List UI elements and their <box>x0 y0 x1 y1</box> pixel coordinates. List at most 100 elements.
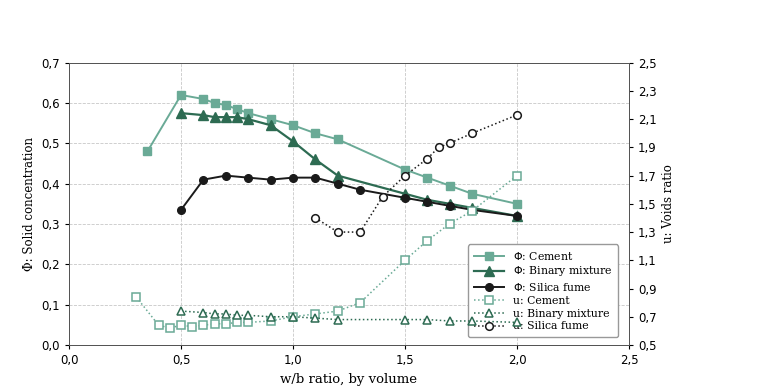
u: Silica fume: (1.8, 2): Silica fume: (1.8, 2) <box>468 131 477 136</box>
u: Silica fume: (2, 2.13): Silica fume: (2, 2.13) <box>512 113 522 117</box>
u: Cement: (0.45, 0.62): Cement: (0.45, 0.62) <box>165 326 174 330</box>
$\Phi$: Cement: (0.35, 0.48): Cement: (0.35, 0.48) <box>143 149 152 154</box>
$\Phi$: Silica fume: (2, 0.32): Silica fume: (2, 0.32) <box>512 214 522 218</box>
u: Binary mixture: (1.1, 0.69): Binary mixture: (1.1, 0.69) <box>311 316 320 321</box>
u: Cement: (0.6, 0.64): Cement: (0.6, 0.64) <box>199 323 208 328</box>
$\Phi$: Binary mixture: (0.7, 0.565): Binary mixture: (0.7, 0.565) <box>221 115 230 120</box>
u: Binary mixture: (2, 0.66): Binary mixture: (2, 0.66) <box>512 320 522 325</box>
$\Phi$: Cement: (1.1, 0.525): Cement: (1.1, 0.525) <box>311 131 320 136</box>
u: Cement: (0.3, 0.84): Cement: (0.3, 0.84) <box>132 295 141 299</box>
u: Cement: (0.75, 0.66): Cement: (0.75, 0.66) <box>232 320 242 325</box>
Line: u: Binary mixture: u: Binary mixture <box>177 307 521 327</box>
Line: u: Cement: u: Cement <box>133 172 521 332</box>
Line: u: Silica fume: u: Silica fume <box>311 111 521 236</box>
$\Phi$: Binary mixture: (1.5, 0.375): Binary mixture: (1.5, 0.375) <box>400 191 410 196</box>
u: Binary mixture: (0.65, 0.72): Binary mixture: (0.65, 0.72) <box>210 312 219 316</box>
u: Cement: (0.8, 0.66): Cement: (0.8, 0.66) <box>244 320 253 325</box>
$\Phi$: Binary mixture: (1.6, 0.36): Binary mixture: (1.6, 0.36) <box>423 198 432 202</box>
$\Phi$: Binary mixture: (1.1, 0.46): Binary mixture: (1.1, 0.46) <box>311 157 320 162</box>
u: Silica fume: (1.1, 1.4): Silica fume: (1.1, 1.4) <box>311 216 320 220</box>
$\Phi$: Binary mixture: (1.8, 0.34): Binary mixture: (1.8, 0.34) <box>468 205 477 210</box>
$\Phi$: Silica fume: (1.8, 0.335): Silica fume: (1.8, 0.335) <box>468 207 477 212</box>
$\Phi$: Binary mixture: (0.5, 0.575): Binary mixture: (0.5, 0.575) <box>176 111 186 116</box>
$\Phi$: Silica fume: (1.1, 0.415): Silica fume: (1.1, 0.415) <box>311 175 320 180</box>
u: Silica fume: (1.5, 1.7): Silica fume: (1.5, 1.7) <box>400 173 410 178</box>
Text: Figure 4 – Voids ratio and solid concentration of the produced pastes: Figure 4 – Voids ratio and solid concent… <box>100 20 667 34</box>
u: Cement: (1, 0.7): Cement: (1, 0.7) <box>288 314 298 319</box>
$\Phi$: Binary mixture: (0.9, 0.545): Binary mixture: (0.9, 0.545) <box>266 123 275 127</box>
u: Silica fume: (1.3, 1.3): Silica fume: (1.3, 1.3) <box>356 230 365 234</box>
$\Phi$: Cement: (0.7, 0.595): Cement: (0.7, 0.595) <box>221 103 230 107</box>
$\Phi$: Silica fume: (0.9, 0.41): Silica fume: (0.9, 0.41) <box>266 177 275 182</box>
$\Phi$: Binary mixture: (2, 0.32): Binary mixture: (2, 0.32) <box>512 214 522 218</box>
u: Silica fume: (1.65, 1.9): Silica fume: (1.65, 1.9) <box>434 145 443 150</box>
$\Phi$: Cement: (1, 0.545): Cement: (1, 0.545) <box>288 123 298 127</box>
u: Binary mixture: (0.6, 0.73): Binary mixture: (0.6, 0.73) <box>199 310 208 315</box>
$\Phi$: Cement: (0.75, 0.585): Cement: (0.75, 0.585) <box>232 107 242 111</box>
u: Binary mixture: (0.75, 0.71): Binary mixture: (0.75, 0.71) <box>232 313 242 318</box>
$\Phi$: Binary mixture: (1, 0.505): Binary mixture: (1, 0.505) <box>288 139 298 144</box>
u: Cement: (0.9, 0.67): Cement: (0.9, 0.67) <box>266 319 275 323</box>
u: Binary mixture: (1.5, 0.68): Binary mixture: (1.5, 0.68) <box>400 317 410 322</box>
$\Phi$: Cement: (1.7, 0.395): Cement: (1.7, 0.395) <box>445 183 454 188</box>
$\Phi$: Binary mixture: (0.6, 0.57): Binary mixture: (0.6, 0.57) <box>199 113 208 118</box>
u: Binary mixture: (1, 0.7): Binary mixture: (1, 0.7) <box>288 314 298 319</box>
$\Phi$: Binary mixture: (1.2, 0.42): Binary mixture: (1.2, 0.42) <box>333 173 342 178</box>
u: Binary mixture: (0.9, 0.7): Binary mixture: (0.9, 0.7) <box>266 314 275 319</box>
$\Phi$: Silica fume: (1.5, 0.365): Silica fume: (1.5, 0.365) <box>400 196 410 200</box>
$\Phi$: Cement: (0.5, 0.62): Cement: (0.5, 0.62) <box>176 93 186 97</box>
$\Phi$: Silica fume: (0.8, 0.415): Silica fume: (0.8, 0.415) <box>244 175 253 180</box>
$\Phi$: Cement: (0.8, 0.575): Cement: (0.8, 0.575) <box>244 111 253 116</box>
u: Cement: (0.65, 0.65): Cement: (0.65, 0.65) <box>210 321 219 326</box>
u: Binary mixture: (0.7, 0.72): Binary mixture: (0.7, 0.72) <box>221 312 230 316</box>
u: Cement: (2, 1.7): Cement: (2, 1.7) <box>512 173 522 178</box>
u: Cement: (0.5, 0.64): Cement: (0.5, 0.64) <box>176 323 186 328</box>
$\Phi$: Binary mixture: (0.65, 0.565): Binary mixture: (0.65, 0.565) <box>210 115 219 120</box>
Line: $\Phi$: Cement: $\Phi$: Cement <box>143 91 521 208</box>
$\Phi$: Cement: (0.9, 0.56): Cement: (0.9, 0.56) <box>266 117 275 122</box>
u: Silica fume: (1.6, 1.82): Silica fume: (1.6, 1.82) <box>423 156 432 161</box>
Y-axis label: Φ: Solid concentration: Φ: Solid concentration <box>23 137 36 271</box>
$\Phi$: Silica fume: (1, 0.415): Silica fume: (1, 0.415) <box>288 175 298 180</box>
$\Phi$: Binary mixture: (0.75, 0.565): Binary mixture: (0.75, 0.565) <box>232 115 242 120</box>
Y-axis label: u: Voids ratio: u: Voids ratio <box>662 164 675 243</box>
u: Silica fume: (1.7, 1.93): Silica fume: (1.7, 1.93) <box>445 141 454 145</box>
$\Phi$: Binary mixture: (1.7, 0.35): Binary mixture: (1.7, 0.35) <box>445 201 454 206</box>
$\Phi$: Binary mixture: (0.8, 0.56): Binary mixture: (0.8, 0.56) <box>244 117 253 122</box>
u: Silica fume: (1.4, 1.55): Silica fume: (1.4, 1.55) <box>378 194 387 199</box>
$\Phi$: Silica fume: (1.3, 0.385): Silica fume: (1.3, 0.385) <box>356 187 365 192</box>
$\Phi$: Cement: (0.65, 0.6): Cement: (0.65, 0.6) <box>210 101 219 105</box>
u: Cement: (0.4, 0.64): Cement: (0.4, 0.64) <box>154 323 163 328</box>
$\Phi$: Silica fume: (0.5, 0.335): Silica fume: (0.5, 0.335) <box>176 207 186 212</box>
u: Cement: (1.2, 0.74): Cement: (1.2, 0.74) <box>333 309 342 314</box>
u: Cement: (1.1, 0.72): Cement: (1.1, 0.72) <box>311 312 320 316</box>
$\Phi$: Cement: (2, 0.35): Cement: (2, 0.35) <box>512 201 522 206</box>
$\Phi$: Silica fume: (0.7, 0.42): Silica fume: (0.7, 0.42) <box>221 173 230 178</box>
X-axis label: w/b ratio, by volume: w/b ratio, by volume <box>281 372 417 386</box>
u: Binary mixture: (0.5, 0.74): Binary mixture: (0.5, 0.74) <box>176 309 186 314</box>
$\Phi$: Silica fume: (1.2, 0.4): Silica fume: (1.2, 0.4) <box>333 181 342 186</box>
u: Binary mixture: (1.8, 0.67): Binary mixture: (1.8, 0.67) <box>468 319 477 323</box>
u: Cement: (0.55, 0.63): Cement: (0.55, 0.63) <box>188 324 197 329</box>
$\Phi$: Cement: (1.2, 0.51): Cement: (1.2, 0.51) <box>333 137 342 142</box>
u: Binary mixture: (1.2, 0.68): Binary mixture: (1.2, 0.68) <box>333 317 342 322</box>
$\Phi$: Cement: (1.8, 0.375): Cement: (1.8, 0.375) <box>468 191 477 196</box>
u: Cement: (1.7, 1.36): Cement: (1.7, 1.36) <box>445 221 454 226</box>
u: Binary mixture: (0.8, 0.71): Binary mixture: (0.8, 0.71) <box>244 313 253 318</box>
Line: $\Phi$: Binary mixture: $\Phi$: Binary mixture <box>176 108 522 221</box>
$\Phi$: Silica fume: (1.7, 0.345): Silica fume: (1.7, 0.345) <box>445 203 454 208</box>
u: Binary mixture: (1.7, 0.67): Binary mixture: (1.7, 0.67) <box>445 319 454 323</box>
$\Phi$: Cement: (0.6, 0.61): Cement: (0.6, 0.61) <box>199 97 208 102</box>
$\Phi$: Cement: (1.6, 0.415): Cement: (1.6, 0.415) <box>423 175 432 180</box>
u: Cement: (1.5, 1.1): Cement: (1.5, 1.1) <box>400 258 410 263</box>
u: Cement: (0.7, 0.65): Cement: (0.7, 0.65) <box>221 321 230 326</box>
Line: $\Phi$: Silica fume: $\Phi$: Silica fume <box>177 172 521 220</box>
$\Phi$: Silica fume: (0.6, 0.41): Silica fume: (0.6, 0.41) <box>199 177 208 182</box>
u: Cement: (1.3, 0.8): Cement: (1.3, 0.8) <box>356 300 365 305</box>
u: Binary mixture: (1.6, 0.68): Binary mixture: (1.6, 0.68) <box>423 317 432 322</box>
Legend: $\Phi$: Cement, $\Phi$: Binary mixture, $\Phi$: Silica fume, u: Cement, u: Binar: $\Phi$: Cement, $\Phi$: Binary mixture, … <box>469 244 618 337</box>
u: Cement: (1.8, 1.45): Cement: (1.8, 1.45) <box>468 209 477 213</box>
u: Cement: (1.6, 1.24): Cement: (1.6, 1.24) <box>423 238 432 243</box>
u: Silica fume: (1.2, 1.3): Silica fume: (1.2, 1.3) <box>333 230 342 234</box>
$\Phi$: Cement: (1.5, 0.435): Cement: (1.5, 0.435) <box>400 167 410 172</box>
